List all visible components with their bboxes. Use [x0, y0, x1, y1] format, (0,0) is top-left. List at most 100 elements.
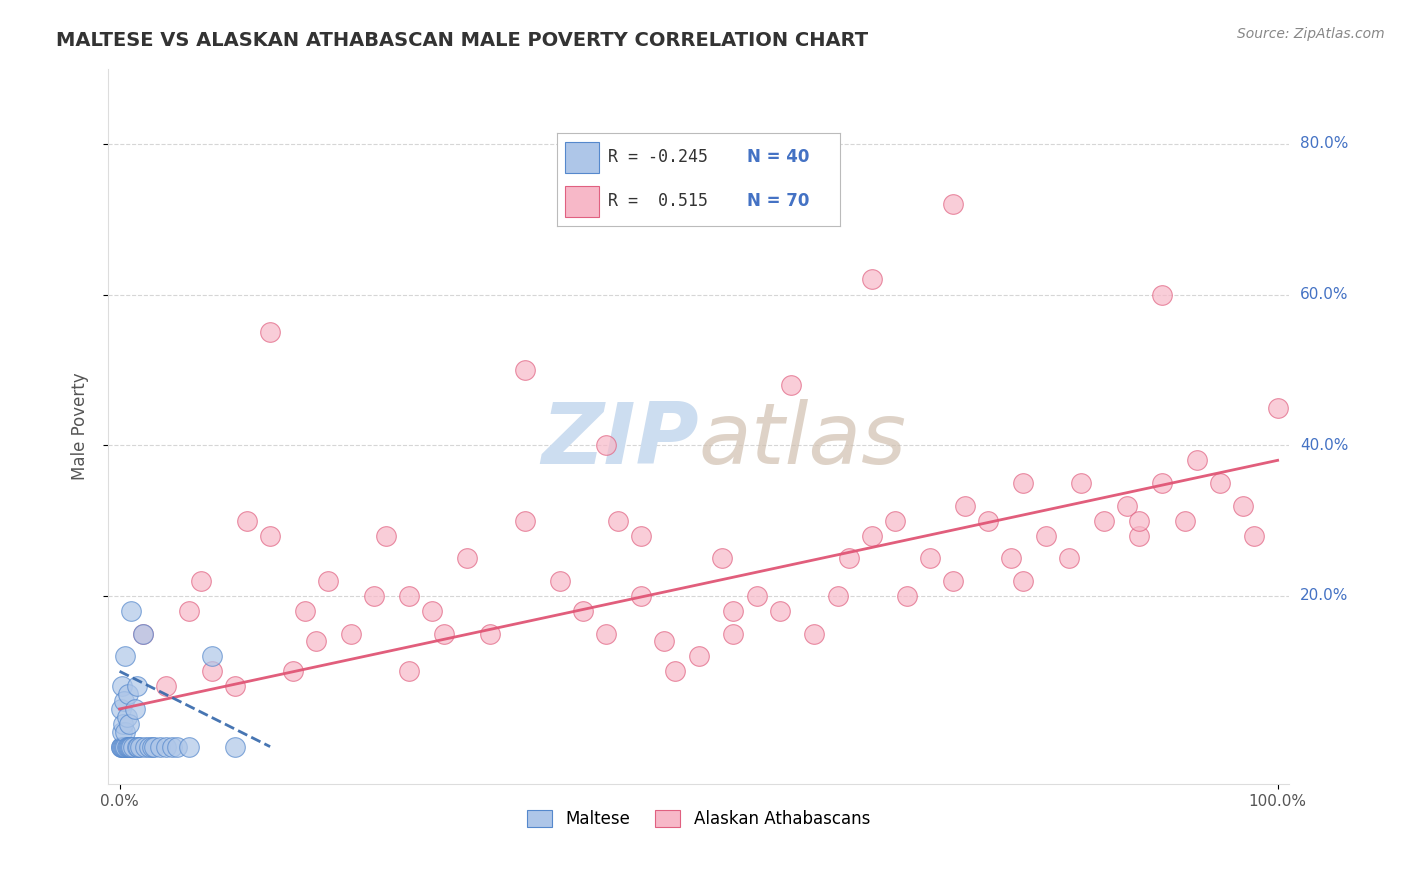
Point [513, 363, 536, 377]
Point [513, 514, 536, 528]
Point [112, 717, 135, 731]
Point [688, 649, 710, 664]
Point [1243, 529, 1265, 543]
Point [160, 739, 183, 754]
Point [283, 665, 305, 679]
Point [236, 514, 259, 528]
Point [838, 551, 860, 566]
Point [1267, 401, 1289, 415]
Point [977, 514, 1000, 528]
Point [572, 604, 595, 618]
Point [305, 634, 328, 648]
Point [548, 574, 571, 588]
Point [1128, 514, 1150, 528]
Point [115, 739, 138, 754]
Point [120, 739, 142, 754]
Point [630, 529, 652, 543]
Point [143, 739, 166, 754]
Point [117, 687, 139, 701]
Point [803, 626, 825, 640]
Point [953, 499, 976, 513]
Point [114, 649, 136, 664]
Point [112, 694, 135, 708]
Point [340, 626, 363, 640]
Text: 40.0%: 40.0% [1301, 438, 1348, 453]
Point [118, 717, 141, 731]
Point [201, 649, 224, 664]
Point [456, 551, 478, 566]
Point [110, 702, 132, 716]
Point [1232, 499, 1254, 513]
Point [110, 739, 132, 754]
Point [316, 574, 339, 588]
Point [138, 739, 160, 754]
Point [420, 604, 443, 618]
Point [398, 589, 420, 603]
Text: 60.0%: 60.0% [1301, 287, 1348, 302]
Point [723, 604, 745, 618]
Point [942, 197, 965, 211]
Legend: Maltese, Alaskan Athabascans: Maltese, Alaskan Athabascans [520, 803, 877, 834]
Text: 20.0%: 20.0% [1301, 589, 1348, 604]
Text: MALTESE VS ALASKAN ATHABASCAN MALE POVERTY CORRELATION CHART: MALTESE VS ALASKAN ATHABASCAN MALE POVER… [56, 31, 869, 50]
Point [1174, 514, 1197, 528]
Point [118, 739, 141, 754]
Point [110, 739, 132, 754]
Point [127, 739, 149, 754]
Point [1209, 475, 1232, 490]
Point [114, 739, 136, 754]
Point [118, 739, 141, 754]
Point [1185, 453, 1208, 467]
Point [125, 739, 148, 754]
Text: Source: ZipAtlas.com: Source: ZipAtlas.com [1237, 27, 1385, 41]
Point [920, 551, 942, 566]
Point [132, 626, 155, 640]
Point [1011, 574, 1033, 588]
Point [125, 679, 148, 693]
Point [860, 272, 883, 286]
Text: 80.0%: 80.0% [1301, 136, 1348, 152]
Point [259, 325, 281, 339]
Point [111, 724, 134, 739]
Point [129, 739, 152, 754]
Point [115, 709, 138, 723]
Point [1000, 551, 1022, 566]
Point [224, 739, 246, 754]
Point [122, 739, 145, 754]
Point [860, 529, 883, 543]
Point [1057, 551, 1080, 566]
Point [896, 589, 918, 603]
Point [827, 589, 849, 603]
Point [111, 679, 134, 693]
Point [1011, 475, 1033, 490]
Point [769, 604, 792, 618]
Point [201, 665, 224, 679]
Point [112, 739, 135, 754]
Point [1092, 514, 1115, 528]
Y-axis label: Male Poverty: Male Poverty [72, 373, 89, 480]
Point [155, 739, 177, 754]
Point [259, 529, 281, 543]
Point [374, 529, 396, 543]
Point [132, 626, 155, 640]
Point [363, 589, 385, 603]
Point [120, 604, 142, 618]
Point [149, 739, 172, 754]
Point [606, 514, 628, 528]
Text: atlas: atlas [699, 400, 907, 483]
Point [664, 665, 686, 679]
Point [652, 634, 675, 648]
Point [710, 551, 733, 566]
Text: ZIP: ZIP [541, 400, 699, 483]
Point [124, 702, 146, 716]
Point [141, 739, 163, 754]
Point [155, 679, 177, 693]
Point [112, 739, 135, 754]
Point [294, 604, 316, 618]
Point [111, 739, 134, 754]
Point [177, 739, 200, 754]
Point [1150, 287, 1173, 301]
Point [224, 679, 246, 693]
Point [134, 739, 156, 754]
Point [780, 378, 803, 392]
